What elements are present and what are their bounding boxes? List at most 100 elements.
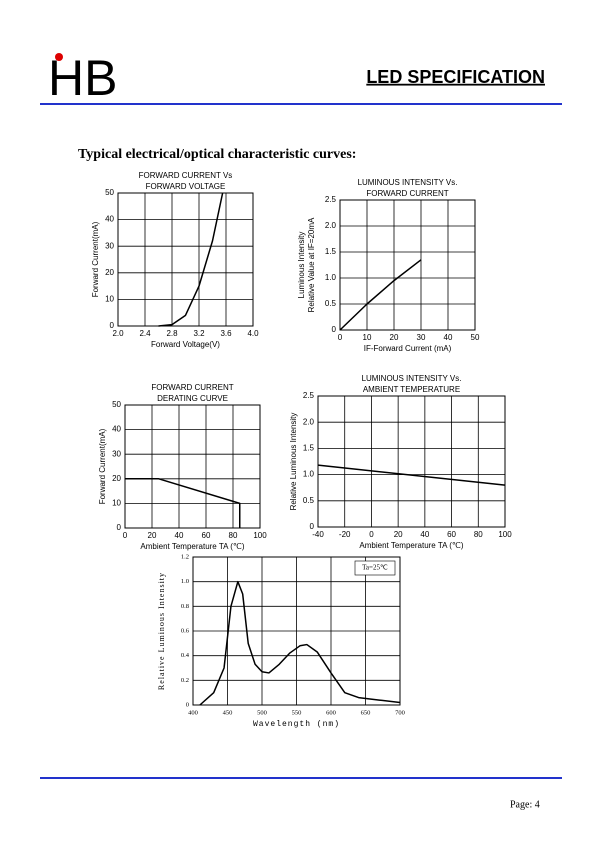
curve: [317, 464, 506, 486]
chart: LUMINOUS INTENSITY Vs. AMBIENT TEMPERATUR…: [289, 374, 512, 550]
curve: [199, 580, 401, 706]
section-title: Typical electrical/optical characteristi…: [78, 147, 356, 162]
x-tick-label: 3.2: [193, 329, 205, 338]
x-tick-label: 4.0: [247, 329, 259, 338]
annotation: Ta=25℃: [362, 564, 388, 572]
x-tick-label: 400: [188, 709, 198, 716]
y-tick-label: 0.8: [181, 603, 189, 610]
x-tick-label: 600: [326, 709, 336, 716]
chart-title: LUMINOUS INTENSITY Vs.: [358, 178, 458, 187]
x-tick-label: 3.6: [220, 329, 232, 338]
doc-title: LED SPECIFICATION: [366, 67, 545, 87]
x-tick-label: 0: [338, 333, 343, 342]
x-tick-label: 2.4: [139, 329, 151, 338]
x-tick-label: -20: [339, 530, 351, 539]
x-axis-label: Forward Voltage(V): [151, 340, 220, 349]
y-axis-label: Luminous Intensity: [297, 232, 306, 299]
y-tick-label: 30: [112, 449, 121, 458]
y-tick-label: 0: [117, 523, 122, 532]
y-tick-label: 1.2: [181, 553, 189, 560]
curve: [339, 259, 422, 331]
y-axis-label: Relative Value at IF=20mA: [307, 217, 316, 312]
chart-title: FORWARD VOLTAGE: [146, 182, 226, 191]
x-tick-label: -40: [312, 530, 324, 539]
curve: [158, 192, 224, 327]
logo: HB: [48, 50, 117, 106]
y-axis-label: Forward Current(mA): [91, 221, 100, 297]
y-tick-label: 10: [112, 499, 121, 508]
x-tick-label: 450: [223, 709, 233, 716]
x-tick-label: 100: [498, 530, 512, 539]
y-tick-label: 0: [310, 522, 315, 531]
logo-dot: [55, 53, 63, 61]
x-tick-label: 0: [369, 530, 374, 539]
y-tick-label: 0: [186, 701, 189, 708]
chart: FORWARD CURRENT DERATING CURVE 0 20 40 60 80 10…: [98, 383, 267, 551]
x-tick-label: 10: [363, 333, 372, 342]
x-tick-label: 650: [361, 709, 371, 716]
x-tick-label: 2.0: [112, 329, 124, 338]
x-tick-label: 80: [474, 530, 483, 539]
plot-frame: [339, 199, 476, 331]
x-tick-label: 500: [257, 709, 267, 716]
y-tick-label: 1.5: [303, 444, 315, 453]
y-tick-label: 40: [105, 215, 114, 224]
y-tick-label: 1.5: [325, 247, 337, 256]
y-tick-label: 10: [105, 295, 114, 304]
chart-title: FORWARD CURRENT: [151, 383, 233, 392]
x-tick-label: 40: [175, 531, 184, 540]
x-tick-label: 60: [202, 531, 211, 540]
chart: 400 450 500 550 600 650 700 0 0.2 0.4 0.6 0.8 1.0 1.2…: [157, 553, 405, 729]
y-tick-label: 2.5: [325, 195, 337, 204]
y-axis-label: Forward Current(mA): [98, 428, 107, 504]
chart-title: AMBIENT TEMPERATURE: [363, 385, 460, 394]
y-tick-label: 50: [112, 400, 121, 409]
y-tick-label: 1.0: [325, 273, 337, 282]
x-tick-label: 50: [471, 333, 480, 342]
y-tick-label: 2.0: [325, 221, 337, 230]
x-tick-label: 700: [395, 709, 405, 716]
y-tick-label: 0.4: [181, 652, 190, 659]
y-tick-label: 2.5: [303, 391, 315, 400]
y-tick-label: 0.6: [181, 627, 190, 634]
x-tick-label: 80: [229, 531, 238, 540]
x-tick-label: 0: [123, 531, 128, 540]
plot-frame: [192, 556, 401, 706]
x-tick-label: 100: [253, 531, 267, 540]
y-tick-label: 0: [332, 325, 337, 334]
y-tick-label: 40: [112, 425, 121, 434]
y-tick-label: 2.0: [303, 417, 315, 426]
y-tick-label: 0.2: [181, 677, 189, 684]
x-axis-label: Wavelength (nm): [253, 720, 340, 729]
x-axis-label: Ambient Temperature TA (℃): [359, 541, 463, 550]
y-tick-label: 30: [105, 241, 114, 250]
y-tick-label: 1.0: [303, 470, 315, 479]
chart: FORWARD CURRENT Vs FORWARD VOLTAGE 2.0 2.4 2…: [91, 171, 259, 349]
x-tick-label: 2.8: [166, 329, 178, 338]
x-tick-label: 60: [447, 530, 456, 539]
x-axis-label: Ambient Temperature TA (℃): [140, 542, 244, 551]
plot-frame: [117, 192, 254, 327]
x-tick-label: 550: [292, 709, 302, 716]
x-tick-label: 20: [394, 530, 403, 539]
chart-title: LUMINOUS INTENSITY Vs.: [362, 374, 462, 383]
chart-title: DERATING CURVE: [157, 394, 228, 403]
page-number: Page: 4: [510, 799, 540, 810]
chart-title: FORWARD CURRENT Vs: [139, 171, 233, 180]
y-tick-label: 50: [105, 188, 114, 197]
y-tick-label: 0.5: [325, 299, 337, 308]
x-tick-label: 30: [417, 333, 426, 342]
y-axis-label: Relative Luminous Intensity: [289, 413, 298, 511]
x-tick-label: 40: [444, 333, 453, 342]
curve: [125, 478, 241, 528]
x-tick-label: 20: [148, 531, 157, 540]
y-tick-label: 20: [112, 474, 121, 483]
x-tick-label: 40: [420, 530, 429, 539]
plot-frame: [124, 404, 261, 529]
plot-frame: [317, 395, 506, 528]
annotation-box: [354, 560, 396, 576]
chart: LUMINOUS INTENSITY Vs. FORWARD CURRENT 0 10…: [297, 178, 480, 353]
x-axis-label: IF-Forward Current (mA): [364, 344, 452, 353]
y-tick-label: 0: [110, 321, 115, 330]
